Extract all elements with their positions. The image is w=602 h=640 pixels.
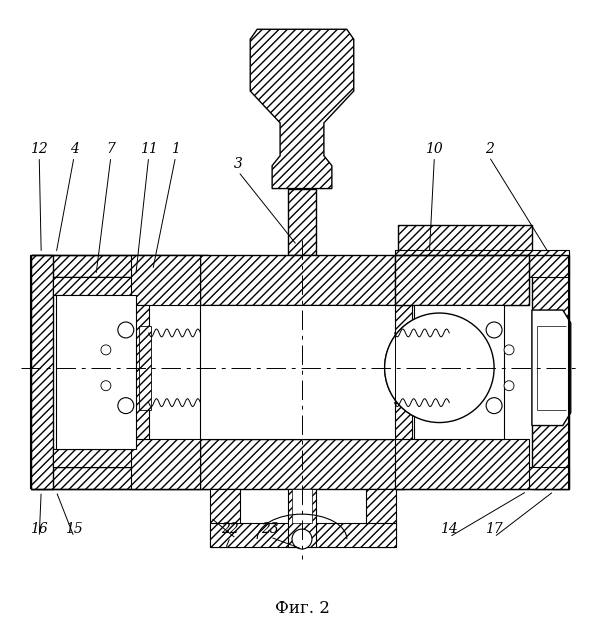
Circle shape bbox=[504, 345, 514, 355]
Bar bbox=[394, 305, 412, 440]
Text: 10: 10 bbox=[426, 141, 443, 156]
Circle shape bbox=[118, 397, 134, 413]
Bar bbox=[532, 255, 569, 489]
Text: 16: 16 bbox=[30, 522, 48, 536]
Bar bbox=[31, 255, 208, 277]
Text: 2: 2 bbox=[485, 141, 494, 156]
Circle shape bbox=[385, 313, 494, 422]
Text: 12: 12 bbox=[30, 141, 48, 156]
Bar bbox=[31, 255, 53, 489]
Circle shape bbox=[504, 381, 514, 390]
Polygon shape bbox=[532, 310, 571, 426]
Circle shape bbox=[101, 345, 111, 355]
Bar bbox=[131, 305, 149, 440]
Text: 22: 22 bbox=[222, 522, 239, 536]
Circle shape bbox=[486, 397, 502, 413]
Bar bbox=[394, 255, 529, 305]
Bar bbox=[56, 295, 136, 449]
Text: 7: 7 bbox=[107, 141, 116, 156]
Bar bbox=[288, 189, 316, 255]
Bar bbox=[397, 225, 532, 255]
Bar bbox=[200, 305, 403, 440]
Text: 1: 1 bbox=[171, 141, 180, 156]
Circle shape bbox=[292, 529, 312, 549]
Text: 17: 17 bbox=[485, 522, 503, 536]
Bar bbox=[53, 449, 167, 467]
Text: 3: 3 bbox=[234, 157, 243, 171]
Bar bbox=[131, 255, 200, 305]
Text: 4: 4 bbox=[70, 141, 78, 156]
Bar bbox=[31, 467, 208, 489]
Bar bbox=[394, 255, 529, 305]
Circle shape bbox=[486, 322, 502, 338]
Bar bbox=[211, 523, 396, 547]
Bar bbox=[200, 255, 403, 305]
Text: Фиг. 2: Фиг. 2 bbox=[275, 600, 329, 617]
Text: 14: 14 bbox=[441, 522, 458, 536]
Text: 23: 23 bbox=[261, 522, 279, 536]
Circle shape bbox=[118, 322, 134, 338]
Bar bbox=[288, 489, 316, 547]
Bar bbox=[53, 277, 167, 295]
Bar bbox=[200, 440, 403, 489]
Text: 11: 11 bbox=[140, 141, 158, 156]
Bar bbox=[138, 326, 150, 410]
Bar bbox=[394, 467, 569, 489]
Bar bbox=[394, 250, 569, 277]
Polygon shape bbox=[250, 29, 354, 189]
Bar bbox=[211, 489, 240, 547]
Bar bbox=[131, 440, 200, 489]
Bar bbox=[394, 440, 529, 489]
Bar bbox=[292, 489, 312, 523]
Text: 15: 15 bbox=[65, 522, 83, 536]
Circle shape bbox=[101, 381, 111, 390]
Bar bbox=[365, 489, 396, 547]
Bar bbox=[414, 305, 504, 440]
